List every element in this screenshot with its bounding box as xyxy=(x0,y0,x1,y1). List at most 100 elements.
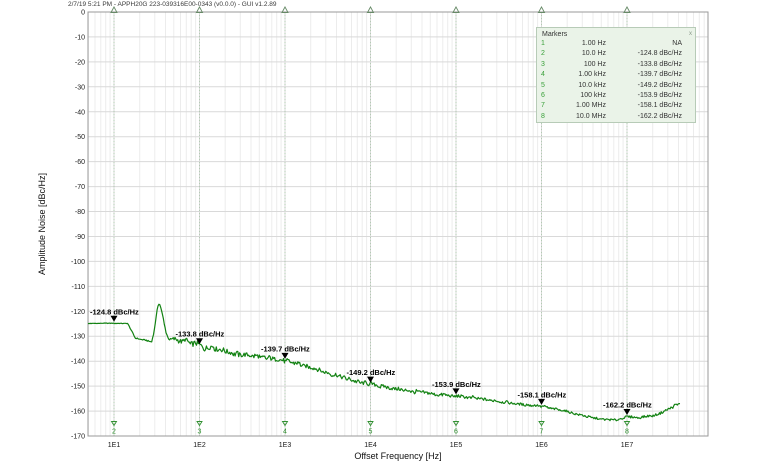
marker-frequency: 1.00 Hz xyxy=(581,40,606,47)
marker-bottom-caret-icon xyxy=(196,421,203,427)
y-tick-label: -60 xyxy=(75,159,85,166)
y-tick-label: -40 xyxy=(75,109,85,116)
marker-frequency: 1.00 kHz xyxy=(578,71,606,79)
trace-marker-triangle-icon[interactable] xyxy=(538,398,545,405)
marker-top-caret-icon xyxy=(110,6,118,13)
markers-panel-title: Markers xyxy=(542,30,568,38)
window-title: 2/7/19 5:21 PM - APPH20G 223-039316E00-0… xyxy=(68,1,277,8)
trace-marker-triangle-icon[interactable] xyxy=(196,338,203,345)
marker-number: 3 xyxy=(541,60,545,68)
marker-frequency: 1.00 MHz xyxy=(576,102,606,110)
x-tick-label: 1E6 xyxy=(535,442,548,449)
marker-row: 6 100 kHz -153.9 dBc/Hz xyxy=(537,91,695,101)
marker-number: 1 xyxy=(541,40,545,47)
marker-value: -149.2 dBc/Hz xyxy=(637,81,682,89)
marker-value: -153.9 dBc/Hz xyxy=(637,91,682,99)
marker-value: -162.2 dBc/Hz xyxy=(637,112,682,120)
y-tick-label: -160 xyxy=(71,409,85,416)
y-tick-label: -70 xyxy=(75,184,85,191)
marker-value: -158.1 dBc/Hz xyxy=(637,102,682,110)
trace-marker-value-label: -133.8 dBc/Hz xyxy=(176,330,225,339)
trace-marker-triangle-icon[interactable] xyxy=(367,376,374,383)
marker-row: 4 1.00 kHz -139.7 dBc/Hz xyxy=(537,70,695,80)
x-tick-label: 1E2 xyxy=(193,442,206,449)
marker-bottom-number[interactable]: 6 xyxy=(454,429,458,436)
grid-minor-vertical xyxy=(87,12,705,436)
marker-frequency: 10.0 MHz xyxy=(576,112,606,120)
marker-bottom-number[interactable]: 3 xyxy=(198,429,202,436)
trace-marker-value-label: -158.1 dBc/Hz xyxy=(518,390,567,399)
marker-number: 5 xyxy=(541,81,545,89)
marker-row: 1 1.00 Hz NA xyxy=(537,39,695,49)
marker-row: 2 10.0 Hz -124.8 dBc/Hz xyxy=(537,49,695,59)
y-tick-label: -80 xyxy=(75,209,85,216)
marker-top-caret-icon xyxy=(623,6,631,13)
trace-marker-triangle-icon[interactable] xyxy=(452,388,460,395)
marker-top-caret-icon xyxy=(195,6,204,13)
trace-marker-value-label: -149.2 dBc/Hz xyxy=(347,368,396,377)
y-tick-label: -30 xyxy=(75,84,85,91)
x-axis-title: Offset Frequency [Hz] xyxy=(354,451,442,461)
marker-value: -124.8 dBc/Hz xyxy=(637,50,682,58)
trace-marker-triangle-icon[interactable] xyxy=(110,315,118,322)
marker-row: 8 10.0 MHz -162.2 dBc/Hz xyxy=(537,112,695,122)
trace-marker-triangle-icon[interactable] xyxy=(281,352,289,359)
marker-bottom-caret-icon xyxy=(452,421,460,427)
trace-marker-value-label: -124.8 dBc/Hz xyxy=(90,307,139,316)
marker-value: NA xyxy=(672,40,682,47)
y-tick-label: 0 xyxy=(81,10,85,17)
x-tick-label: 1E4 xyxy=(364,442,377,449)
marker-number: 8 xyxy=(541,112,545,120)
y-tick-label: -90 xyxy=(75,234,85,241)
trace-marker-triangle-icon[interactable] xyxy=(623,409,631,416)
markers-panel-close-icon[interactable]: x xyxy=(689,31,692,37)
y-tick-label: -140 xyxy=(71,359,85,366)
markers-panel-header: Markers x xyxy=(537,28,695,39)
x-tick-label: 1E3 xyxy=(279,442,292,449)
y-tick-label: -20 xyxy=(75,59,85,66)
y-tick-label: -130 xyxy=(71,334,85,341)
y-tick-label: -120 xyxy=(71,309,85,316)
noise-trace xyxy=(87,303,681,422)
grid-major xyxy=(88,12,708,436)
trace-marker-value-label: -139.7 dBc/Hz xyxy=(261,344,310,353)
marker-number: 6 xyxy=(541,91,545,99)
marker-top-caret-icon xyxy=(537,6,546,13)
marker-value: -139.7 dBc/Hz xyxy=(637,71,682,79)
marker-frequency: 100 Hz xyxy=(583,60,606,68)
marker-value: -133.8 dBc/Hz xyxy=(637,60,682,68)
y-tick-label: -110 xyxy=(72,284,86,291)
marker-bottom-number[interactable]: 2 xyxy=(112,429,116,436)
trace-marker-value-label: -153.9 dBc/Hz xyxy=(432,380,481,389)
marker-bottom-caret-icon xyxy=(623,421,631,427)
y-axis-title: Amplitude Noise [dBc/Hz] xyxy=(37,172,47,276)
marker-bottom-number[interactable]: 4 xyxy=(283,429,287,436)
marker-bottom-number[interactable]: 5 xyxy=(369,429,373,436)
marker-bottom-caret-icon xyxy=(281,421,289,427)
x-tick-label: 1E1 xyxy=(108,442,121,449)
marker-row: 5 10.0 kHz -149.2 dBc/Hz xyxy=(537,81,695,91)
marker-bottom-caret-icon xyxy=(538,421,545,427)
marker-bottom-caret-icon xyxy=(110,421,118,427)
marker-number: 4 xyxy=(541,71,545,79)
y-tick-label: -10 xyxy=(75,34,85,41)
marker-row: 7 1.00 MHz -158.1 dBc/Hz xyxy=(537,101,695,111)
marker-frequency: 10.0 kHz xyxy=(578,81,606,89)
marker-bottom-number[interactable]: 7 xyxy=(540,429,544,436)
marker-top-caret-icon xyxy=(281,6,289,13)
plot-border xyxy=(87,11,709,437)
x-tick-label: 1E7 xyxy=(621,442,634,449)
marker-bottom-caret-icon xyxy=(367,421,374,427)
y-tick-label: -150 xyxy=(71,384,85,391)
marker-bottom-number[interactable]: 8 xyxy=(625,429,629,436)
marker-number: 2 xyxy=(541,50,545,58)
y-tick-label: -170 xyxy=(71,434,85,441)
marker-frequency: 100 kHz xyxy=(580,91,606,99)
markers-panel: Markers x 1 1.00 Hz NA 2 10.0 Hz -124.8 dBc/H… xyxy=(536,27,696,123)
marker-top-caret-icon xyxy=(452,6,460,13)
marker-row: 3 100 Hz -133.8 dBc/Hz xyxy=(537,60,695,70)
markers-table: 1 1.00 Hz NA 2 10.0 Hz -124.8 dBc/Hz 3 100 Hz -1… xyxy=(537,39,695,122)
marker-top-caret-icon xyxy=(366,6,375,13)
